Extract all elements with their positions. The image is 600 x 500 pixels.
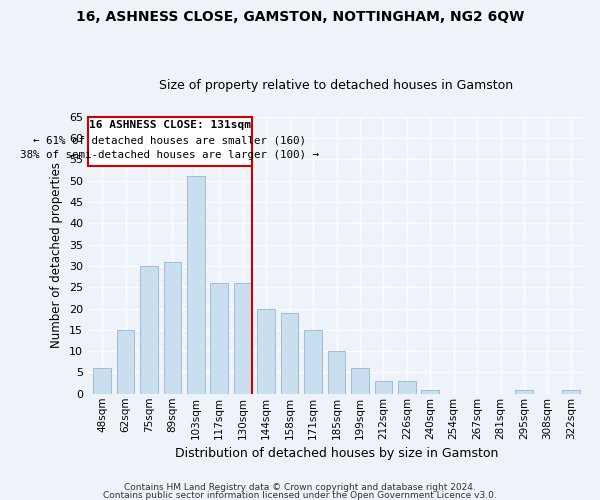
Bar — [93, 368, 111, 394]
X-axis label: Distribution of detached houses by size in Gamston: Distribution of detached houses by size … — [175, 447, 498, 460]
Y-axis label: Number of detached properties: Number of detached properties — [50, 162, 64, 348]
Bar — [515, 390, 533, 394]
Text: ← 61% of detached houses are smaller (160): ← 61% of detached houses are smaller (16… — [33, 135, 306, 145]
Text: 16 ASHNESS CLOSE: 131sqm: 16 ASHNESS CLOSE: 131sqm — [89, 120, 251, 130]
Bar — [281, 313, 298, 394]
Bar — [187, 176, 205, 394]
Bar — [421, 390, 439, 394]
Bar — [304, 330, 322, 394]
Title: Size of property relative to detached houses in Gamston: Size of property relative to detached ho… — [160, 79, 514, 92]
Text: Contains HM Land Registry data © Crown copyright and database right 2024.: Contains HM Land Registry data © Crown c… — [124, 484, 476, 492]
Bar — [328, 351, 345, 394]
Bar — [140, 266, 158, 394]
Bar — [374, 381, 392, 394]
Bar — [211, 283, 228, 394]
Text: Contains public sector information licensed under the Open Government Licence v3: Contains public sector information licen… — [103, 491, 497, 500]
Bar — [351, 368, 369, 394]
Bar — [398, 381, 416, 394]
Bar — [164, 262, 181, 394]
Text: 16, ASHNESS CLOSE, GAMSTON, NOTTINGHAM, NG2 6QW: 16, ASHNESS CLOSE, GAMSTON, NOTTINGHAM, … — [76, 10, 524, 24]
Bar — [562, 390, 580, 394]
Text: 38% of semi-detached houses are larger (100) →: 38% of semi-detached houses are larger (… — [20, 150, 319, 160]
Bar — [234, 283, 251, 394]
Bar — [117, 330, 134, 394]
FancyBboxPatch shape — [88, 117, 251, 166]
Bar — [257, 308, 275, 394]
